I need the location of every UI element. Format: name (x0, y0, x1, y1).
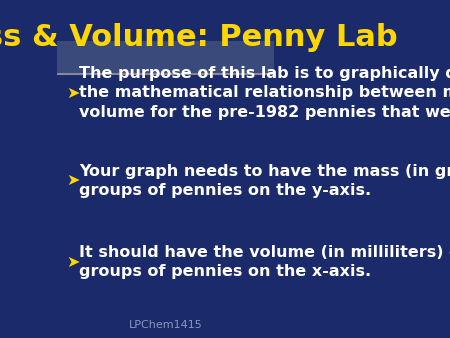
Text: It should have the volume (in milliliters) of your
groups of pennies on the x-ax: It should have the volume (in milliliter… (79, 245, 450, 279)
Text: Your graph needs to have the mass (in grams) of your
groups of pennies on the y-: Your graph needs to have the mass (in gr… (79, 164, 450, 198)
Text: ➤: ➤ (66, 255, 80, 269)
Text: The purpose of this lab is to graphically determine
the mathematical relationshi: The purpose of this lab is to graphicall… (79, 66, 450, 120)
Text: Mass & Volume: Penny Lab: Mass & Volume: Penny Lab (0, 23, 398, 52)
Text: ➤: ➤ (66, 86, 80, 100)
FancyBboxPatch shape (58, 0, 274, 74)
Text: LPChem1415: LPChem1415 (129, 319, 203, 330)
FancyBboxPatch shape (58, 41, 274, 74)
Text: ➤: ➤ (66, 173, 80, 188)
